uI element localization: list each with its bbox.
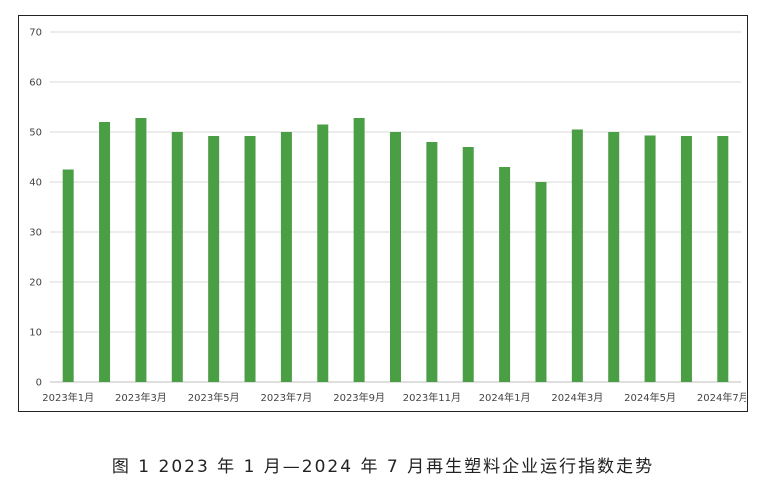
bar [608,132,620,382]
bar [171,132,183,382]
x-tick-label: 2024年7月 [697,391,746,404]
x-tick-label: 2023年1月 [42,391,94,404]
x-tick-label: 2023年11月 [403,391,461,404]
y-tick-label: 20 [29,278,42,289]
bar [717,136,729,382]
x-tick-label: 2024年3月 [551,391,603,404]
bar [680,136,692,382]
y-tick-label: 30 [29,228,42,239]
bar [390,132,401,382]
bar [535,182,547,382]
chart-frame: 0 10 20 30 40 50 60 70 2023年1月 2023年3月 2023年5月 2023… [18,15,748,412]
bar [99,122,111,382]
bar [244,136,256,382]
bar [644,135,656,382]
bar [135,118,147,382]
y-tick-label: 0 [36,378,42,389]
x-tick-label: 2023年5月 [188,391,240,404]
y-tick-label: 40 [29,178,42,189]
x-tick-label: 2024年1月 [479,391,531,404]
bar [62,169,74,382]
bar [317,124,329,382]
bar [426,142,438,382]
figure-caption: 图 1 2023 年 1 月—2024 年 7 月再生塑料企业运行指数走势 [111,457,655,477]
x-tick-label: 2023年9月 [333,391,385,404]
bar [353,118,365,382]
bar [462,147,474,382]
bar [571,129,583,382]
x-tick-label: 2024年5月 [624,391,676,404]
y-tick-label: 60 [29,78,42,89]
bar-chart: 0 10 20 30 40 50 60 70 2023年1月 2023年3月 2023年5月 2023… [29,28,746,405]
y-tick-label: 10 [29,328,42,339]
bar [499,167,511,382]
x-tick-label: 2023年7月 [260,391,312,404]
bar [280,132,292,382]
x-tick-label: 2023年3月 [115,391,167,404]
y-tick-label: 50 [29,128,42,139]
y-tick-label: 70 [29,28,42,39]
bar [208,136,220,382]
